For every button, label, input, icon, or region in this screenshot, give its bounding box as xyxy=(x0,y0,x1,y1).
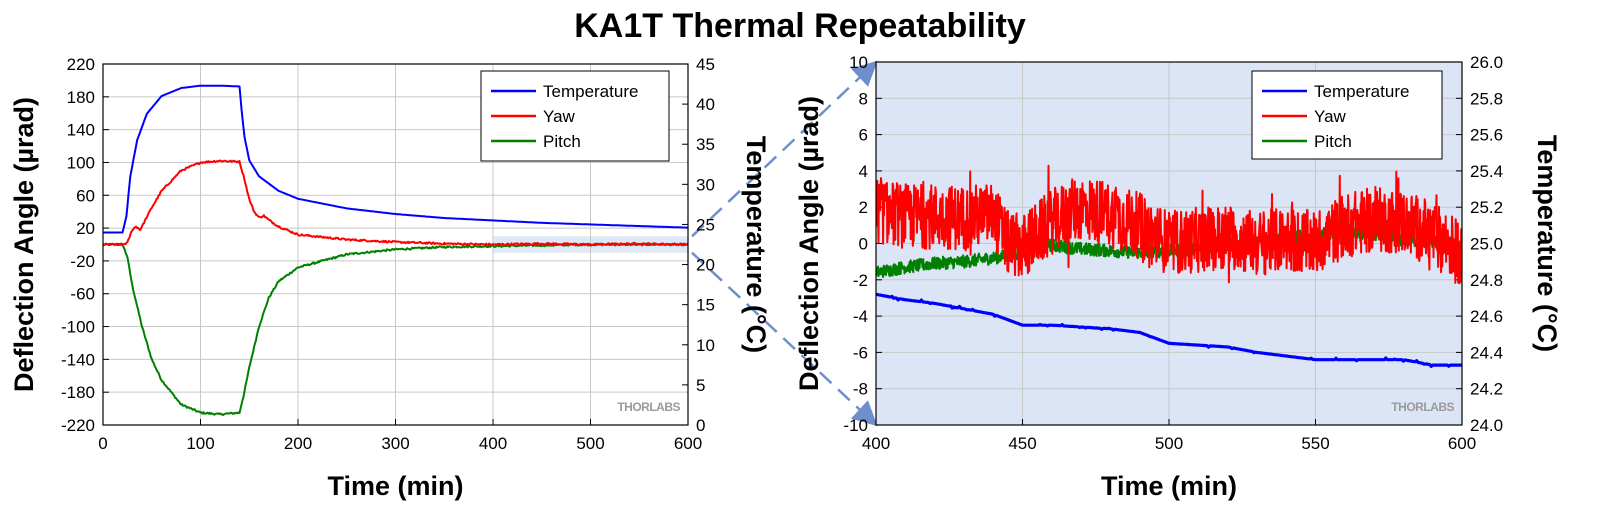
y-tick-label: 220 xyxy=(67,55,95,74)
x-tick-label: 200 xyxy=(284,434,312,453)
y-tick-label: 4 xyxy=(859,162,868,181)
y2-tick-label: 5 xyxy=(696,376,705,395)
y2-tick-label: 24.6 xyxy=(1470,307,1503,326)
y2-tick-label: 15 xyxy=(696,296,715,315)
x-tick-label: 100 xyxy=(186,434,214,453)
y-tick-label: -140 xyxy=(61,350,95,369)
y-tick-label: 8 xyxy=(859,89,868,108)
watermark-logo: THORLABS xyxy=(1391,400,1454,414)
y2-tick-label: 40 xyxy=(696,95,715,114)
y2-tick-label: 25.4 xyxy=(1470,162,1503,181)
watermark-logo: THORLABS xyxy=(617,400,680,414)
plot-frame xyxy=(875,61,1463,426)
legend: Temperature Yaw Pitch xyxy=(480,70,670,162)
x-tick-label: 450 xyxy=(1008,434,1036,453)
x-tick-label: 550 xyxy=(1301,434,1329,453)
series-line-temperature xyxy=(876,292,1462,368)
y2-tick-label: 24.2 xyxy=(1470,380,1503,399)
figure-title: KA1T Thermal Repeatability xyxy=(574,7,1026,45)
series-group xyxy=(876,164,1462,368)
y2-axis-label: Temperature (°C) xyxy=(741,136,771,353)
y-tick-label: 20 xyxy=(76,219,95,238)
y-tick-label: -60 xyxy=(70,285,95,304)
y-tick-label: 180 xyxy=(67,88,95,107)
legend-label-temperature: Temperature xyxy=(543,82,638,101)
plot-frame xyxy=(102,63,689,426)
y2-tick-label: 25.0 xyxy=(1470,235,1503,254)
right-chart: 400 450 500 550 600 10 8 6 4 2 0 -2 -4 -6 -8 -10 26.0 25.… xyxy=(794,53,1562,501)
x-tick-label: 600 xyxy=(1448,434,1476,453)
series-line-yaw xyxy=(876,164,1462,285)
series-line-yaw xyxy=(103,159,688,247)
y2-tick-label: 45 xyxy=(696,55,715,74)
y-tick-label: -220 xyxy=(61,416,95,435)
y-tick-label: 2 xyxy=(859,198,868,217)
y-tick-label: -6 xyxy=(853,343,868,362)
y2-tick-label: 25.8 xyxy=(1470,89,1503,108)
legend-label-yaw: Yaw xyxy=(543,107,576,126)
y-tick-label: -8 xyxy=(853,380,868,399)
x-tick-label: 600 xyxy=(674,434,702,453)
y2-tick-label: 24.8 xyxy=(1470,271,1503,290)
left-chart: 0 100 200 300 400 500 6002201801401006020-20-6… xyxy=(9,55,771,501)
y2-tick-label: 24.4 xyxy=(1470,343,1503,362)
y-tick-label: 140 xyxy=(67,121,95,140)
y2-tick-label: 25 xyxy=(696,215,715,234)
x-tick-label: 0 xyxy=(98,434,107,453)
legend-label-pitch: Pitch xyxy=(543,132,581,151)
zoom-connector-bottom xyxy=(691,251,878,427)
y2-tick-label: 20 xyxy=(696,256,715,275)
y-tick-label: -100 xyxy=(61,318,95,337)
x-tick-label: 400 xyxy=(862,434,890,453)
x-axis-label: Time (min) xyxy=(327,471,463,501)
y-tick-label: -20 xyxy=(70,252,95,271)
y-tick-label: -4 xyxy=(853,307,868,326)
y-tick-label: -10 xyxy=(843,416,868,435)
y2-tick-label: 10 xyxy=(696,336,715,355)
y2-tick-label: 26.0 xyxy=(1470,53,1503,72)
y-tick-label: -2 xyxy=(853,271,868,290)
series-group xyxy=(103,84,688,416)
legend-label-temperature: Temperature xyxy=(1314,82,1409,101)
y-tick-label: 60 xyxy=(76,186,95,205)
x-axis-label: Time (min) xyxy=(1101,471,1237,501)
zoom-connector-top xyxy=(691,60,878,238)
series-line-temperature xyxy=(103,84,688,234)
y2-tick-label: 30 xyxy=(696,175,715,194)
x-tick-label: 400 xyxy=(479,434,507,453)
grid xyxy=(102,63,689,426)
y-tick-label: 100 xyxy=(67,153,95,172)
x-tick-label: 500 xyxy=(576,434,604,453)
legend-label-yaw: Yaw xyxy=(1314,107,1347,126)
y-axis-label: Deflection Angle (µrad) xyxy=(794,96,824,391)
x-tick-label: 500 xyxy=(1155,434,1183,453)
y2-tick-label: 25.2 xyxy=(1470,198,1503,217)
y2-axis-label: Temperature (°C) xyxy=(1532,135,1562,352)
y-tick-label: 10 xyxy=(849,53,868,72)
y2-tick-label: 0 xyxy=(696,416,705,435)
x-tick-label: 300 xyxy=(381,434,409,453)
y-tick-label: 6 xyxy=(859,126,868,145)
y2-tick-label: 25.6 xyxy=(1470,126,1503,145)
zoom-connectors xyxy=(691,60,878,427)
y-axis-label: Deflection Angle (µrad) xyxy=(9,97,39,392)
legend: Temperature Yaw Pitch xyxy=(1251,70,1443,160)
y-tick-label: 0 xyxy=(859,235,868,254)
legend-label-pitch: Pitch xyxy=(1314,132,1352,151)
y2-tick-label: 24.0 xyxy=(1470,416,1503,435)
y2-tick-label: 35 xyxy=(696,135,715,154)
y-tick-label: -180 xyxy=(61,383,95,402)
